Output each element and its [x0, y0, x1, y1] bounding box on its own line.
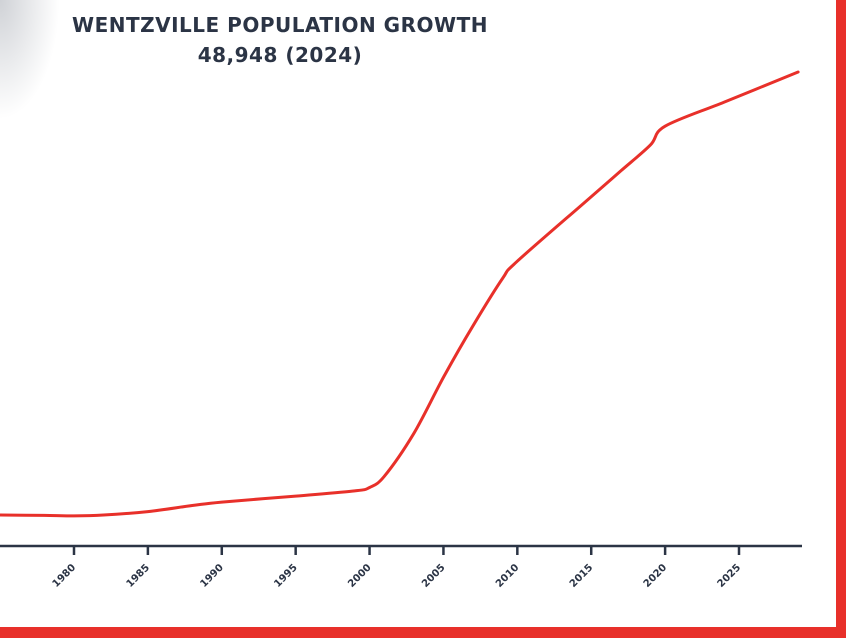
population-series-line-0 — [0, 70, 800, 518]
x-tick-label-1990: 1990 — [198, 562, 225, 589]
corner-shade — [0, 0, 60, 120]
chart-subtitle: 48,948 (2024) — [197, 43, 363, 67]
x-tick-label-2020: 2020 — [642, 562, 669, 589]
x-tick-label-2025: 2025 — [716, 562, 743, 589]
chart-panel: WENTZVILLE POPULATION GROWTH 48,948 (202… — [0, 0, 836, 627]
x-tick-label-2000: 2000 — [346, 562, 373, 589]
x-tick-label-1980: 1980 — [51, 562, 78, 589]
x-tick-label-2005: 2005 — [420, 562, 447, 589]
chart-title-block: WENTZVILLE POPULATION GROWTH 48,948 (202… — [0, 10, 560, 70]
x-tick-label-2015: 2015 — [568, 562, 595, 589]
population-line-chart: 1980 1985 1990 1995 2000 2005 2010 2015 2020 2025 — [0, 70, 802, 590]
chart-title: WENTZVILLE POPULATION GROWTH — [72, 13, 488, 37]
x-tick-label-2010: 2010 — [494, 562, 521, 589]
x-tick-label-1985: 1985 — [125, 562, 152, 589]
x-tick-label-1995: 1995 — [272, 562, 299, 589]
